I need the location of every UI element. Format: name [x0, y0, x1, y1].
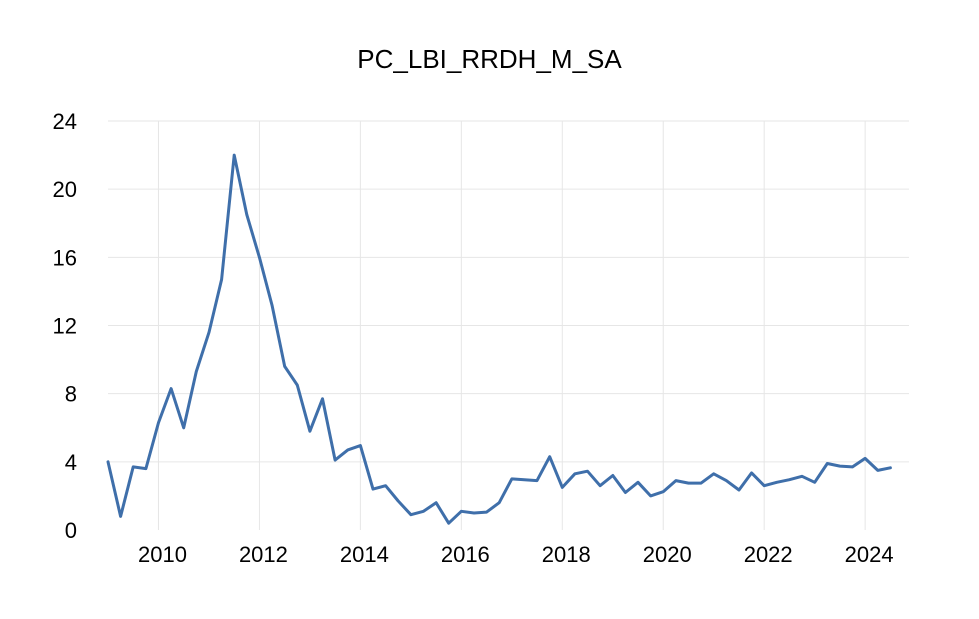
y-tick-label: 24	[53, 109, 77, 134]
x-tick-label: 2018	[542, 542, 591, 567]
y-tick-label: 4	[65, 450, 77, 475]
series-line	[106, 153, 892, 525]
x-tick-label: 2016	[441, 542, 490, 567]
y-tick-label: 16	[53, 245, 77, 270]
grid-layer	[108, 120, 909, 530]
x-tick-label: 2010	[138, 542, 187, 567]
x-tick-label: 2024	[845, 542, 894, 567]
x-tick-label: 2014	[340, 542, 389, 567]
series-layer	[106, 153, 892, 525]
y-tick-label: 0	[65, 518, 77, 543]
y-tick-label: 8	[65, 382, 77, 407]
x-tick-label: 2022	[744, 542, 793, 567]
x-tick-label: 2012	[239, 542, 288, 567]
x-tick-label: 2020	[643, 542, 692, 567]
y-tick-label: 12	[53, 314, 77, 339]
y-tick-label: 20	[53, 177, 77, 202]
chart-title: PC_LBI_RRDH_M_SA	[357, 44, 622, 74]
